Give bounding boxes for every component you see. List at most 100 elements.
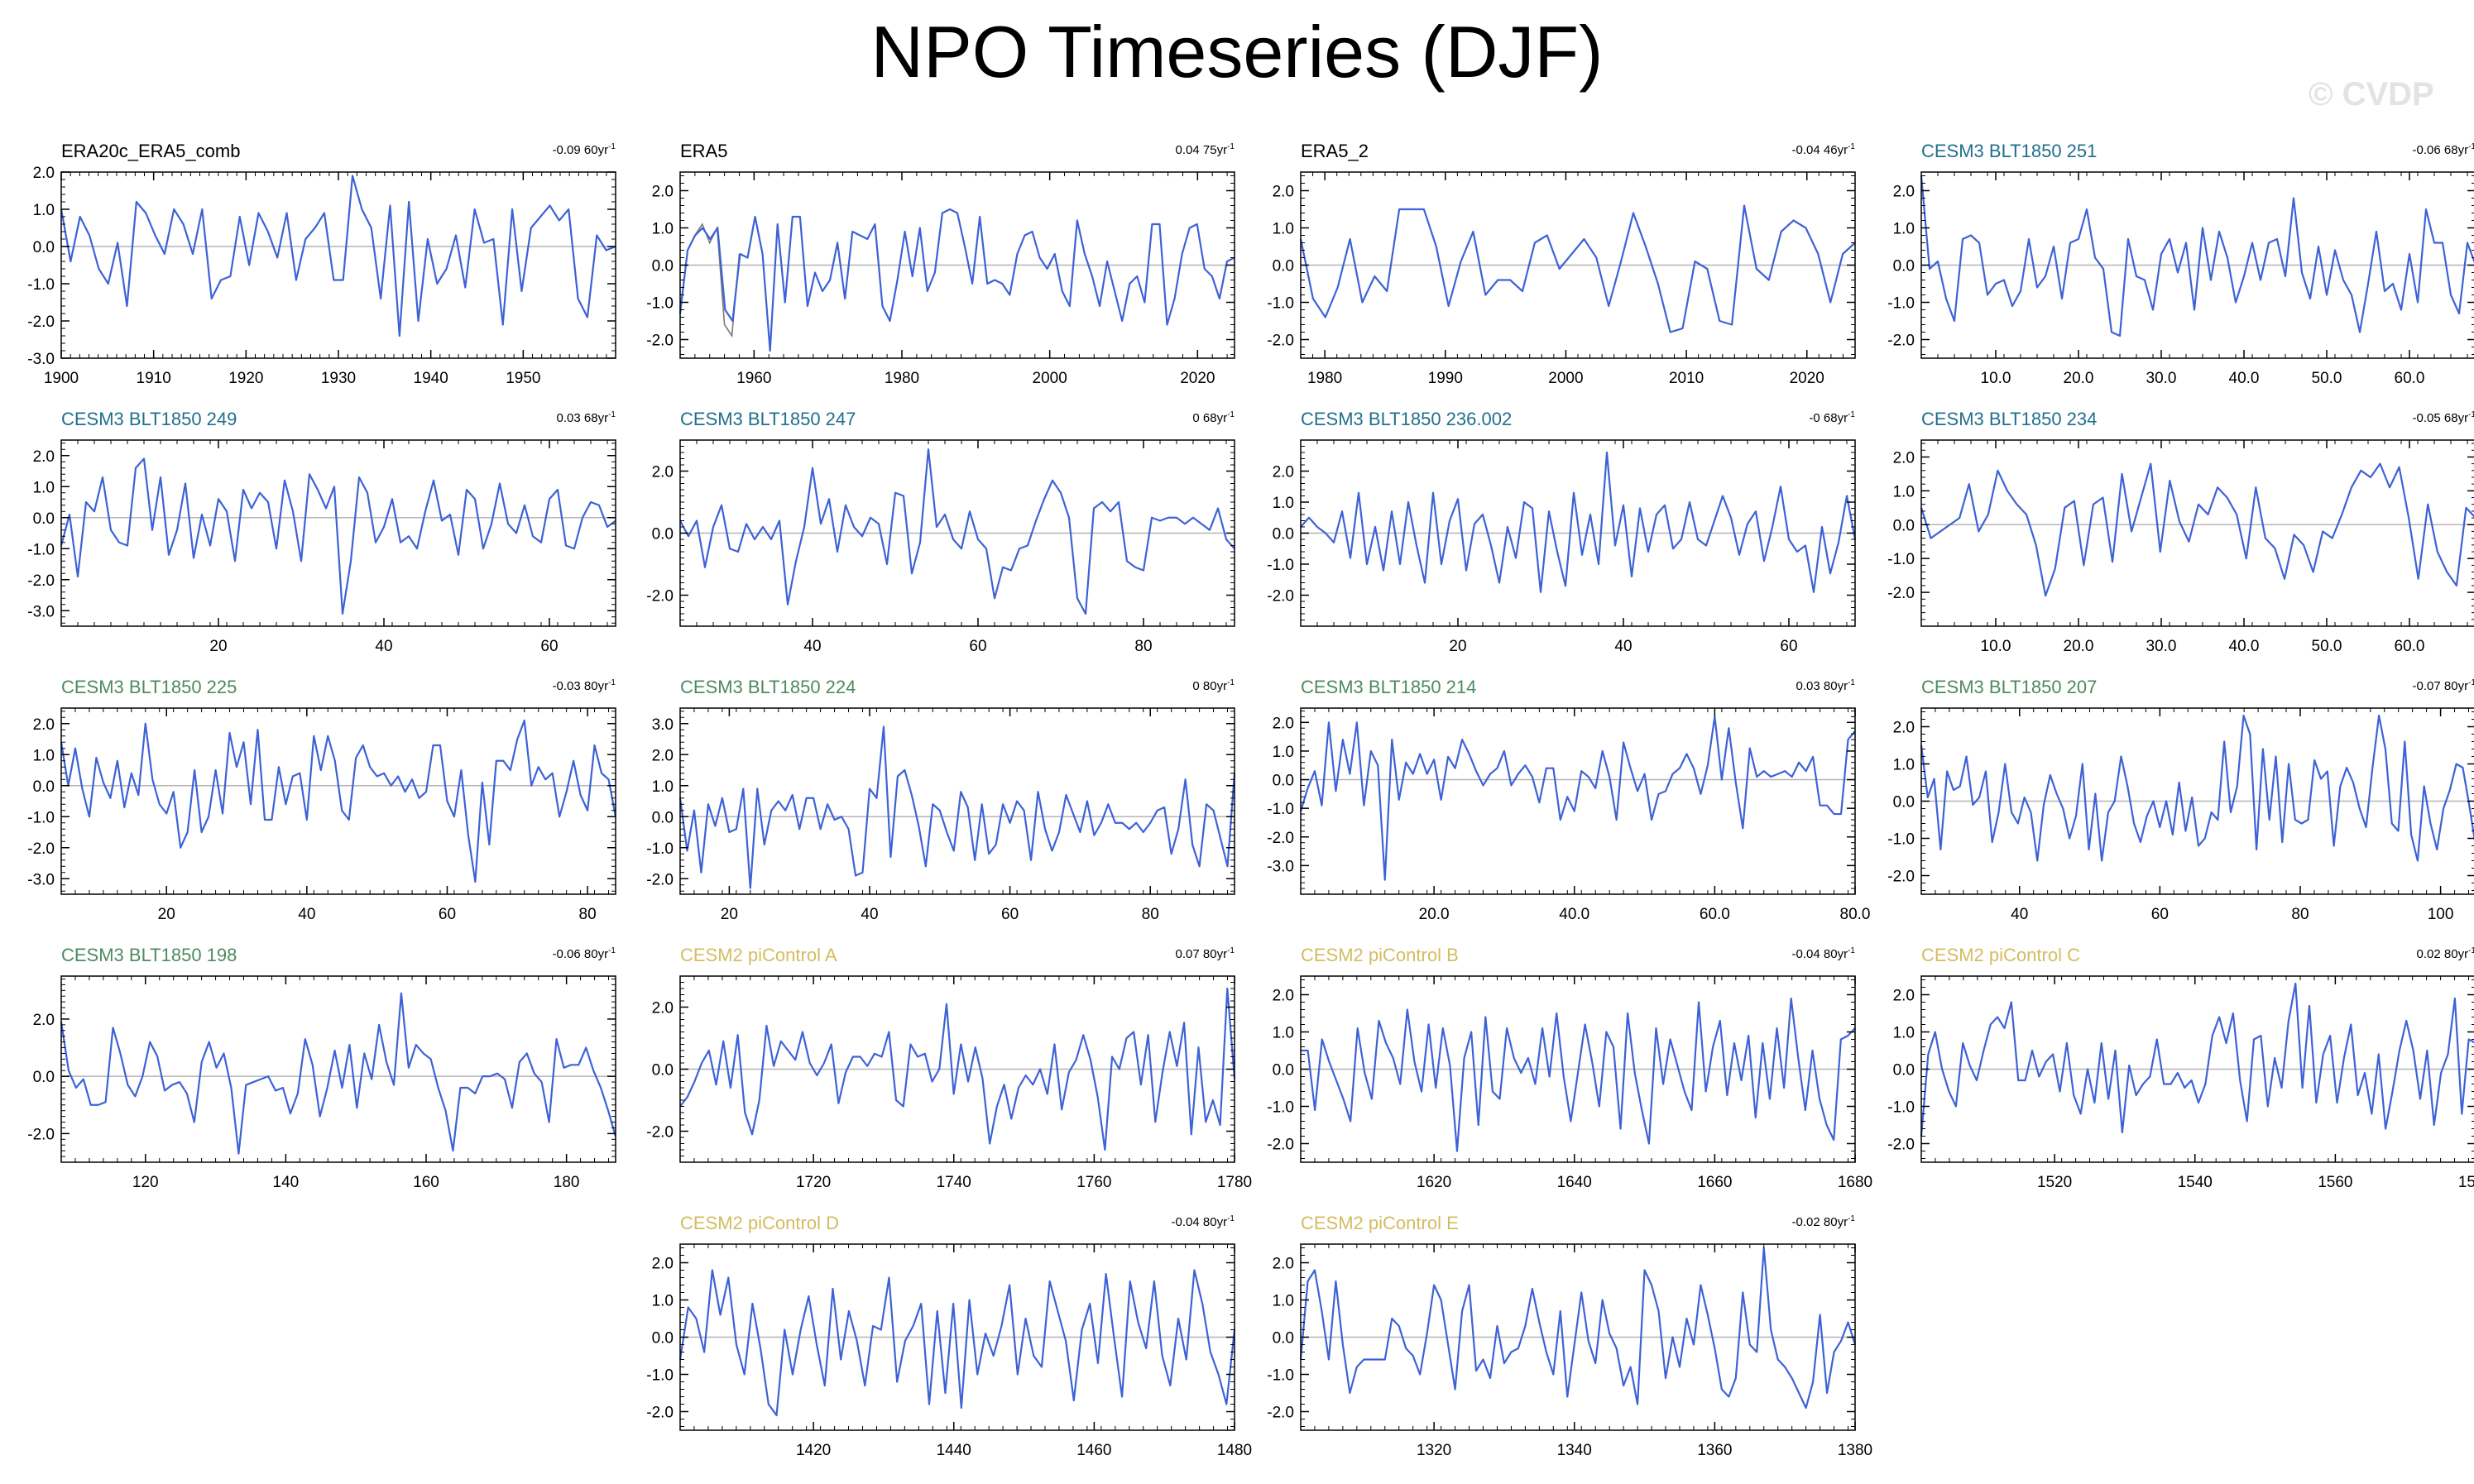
y-tick-label: 2.0 <box>652 464 674 481</box>
y-tick-label: -1.0 <box>1267 557 1294 574</box>
y-tick-label: -2.0 <box>646 1405 674 1422</box>
panel-trend-label: -0.06 68yr-1 <box>2412 142 2474 157</box>
timeseries-panel: CESM3 BLT1850 224 0 80yr-1 20 40 60 80 -2.0 -1.… <box>646 677 1289 925</box>
y-tick-label: 1.0 <box>1273 495 1294 512</box>
y-tick-label: -2.0 <box>1267 588 1294 606</box>
series-line <box>1300 451 1857 593</box>
panel-trend-label: 0.07 80yr-1 <box>1175 946 1235 961</box>
x-tick-label: 20.0 <box>1419 906 1450 923</box>
y-tick-label: 1.0 <box>33 479 55 496</box>
panel-plot: 120 140 160 180 -2.0 0.0 2.0 <box>27 975 617 1191</box>
panel-title: CESM3 BLT1850 224 <box>680 677 856 697</box>
timeseries-panel: CESM3 BLT1850 251 -0.06 68yr-1 10.0 20.0 30.… <box>1887 141 2474 389</box>
panel-title: CESM3 BLT1850 234 <box>1921 409 2098 429</box>
y-tick-label: 0.0 <box>1893 258 1915 275</box>
panel-title: CESM3 BLT1850 247 <box>680 409 856 429</box>
y-tick-label: 0.0 <box>1273 773 1294 790</box>
panel-trend-label: -0.09 60yr-1 <box>552 142 616 157</box>
panel-title: ERA5_2 <box>1301 141 1369 161</box>
panel-title: CESM3 BLT1850 214 <box>1301 677 1477 697</box>
y-tick-label: 0.0 <box>1273 1062 1294 1079</box>
y-tick-label: -1.0 <box>1887 551 1915 568</box>
timeseries-panel: CESM3 BLT1850 198 -0.06 80yr-1 120 140 160 18… <box>27 945 670 1193</box>
y-tick-label: -2.0 <box>646 1124 674 1142</box>
y-tick-label: -2.0 <box>1267 333 1294 350</box>
y-tick-label: -3.0 <box>1267 858 1294 875</box>
x-tick-label: 40.0 <box>2229 370 2260 387</box>
x-tick-label: 20.0 <box>2064 638 2094 655</box>
x-tick-label: 20.0 <box>2064 370 2094 387</box>
y-tick-label: 2.0 <box>652 747 674 764</box>
panel-plot: 20 40 60 -3.0 -2.0 -1.0 0.0 1.0 2.0 <box>27 439 616 655</box>
y-tick-label: -2.0 <box>646 588 674 606</box>
timeseries-panel: ERA20c_ERA5_comb -0.09 60yr-1 1900 1910 1920… <box>27 141 670 389</box>
y-tick-label: -2.0 <box>1267 1405 1294 1422</box>
panel-title: CESM3 BLT1850 251 <box>1921 141 2098 161</box>
y-tick-label: -2.0 <box>646 871 674 888</box>
series-line <box>678 208 1235 352</box>
x-tick-label: 1680 <box>1838 1174 1872 1191</box>
y-tick-label: -2.0 <box>1887 585 1915 602</box>
panel-trend-label: -0.06 80yr-1 <box>552 946 616 961</box>
x-tick-label: 1720 <box>796 1174 831 1191</box>
x-tick-label: 20 <box>721 906 738 923</box>
y-tick-label: -2.0 <box>1267 1137 1294 1154</box>
timeseries-panel: ERA5_2 -0.04 46yr-1 1980 1990 2000 2010 2020 -2… <box>1267 141 1910 389</box>
panel-trend-label: -0.07 80yr-1 <box>2412 678 2474 693</box>
y-tick-label: -2.0 <box>1887 869 1915 886</box>
x-tick-label: 40 <box>803 638 821 655</box>
x-tick-label: 30.0 <box>2146 370 2177 387</box>
y-tick-label: 2.0 <box>652 184 674 201</box>
y-tick-label: 0.0 <box>1893 794 1915 811</box>
page-title: NPO Timeseries (DJF) <box>870 11 1604 93</box>
panel-trend-label: 0.02 80yr-1 <box>2416 946 2474 961</box>
timeseries-panel: CESM2 piControl A 0.07 80yr-1 1720 1740 1760… <box>646 945 1289 1193</box>
panel-title: ERA20c_ERA5_comb <box>61 141 241 161</box>
y-tick-label: 2.0 <box>1273 715 1294 732</box>
timeseries-panel: CESM3 BLT1850 225 -0.03 80yr-1 20 40 60 80 -3.… <box>27 677 670 925</box>
y-tick-label: 2.0 <box>33 165 55 182</box>
panel-plot: 40 60 80 100 -2.0 -1.0 0.0 1.0 2.0 <box>1887 707 2474 923</box>
plot-frame <box>1300 707 1856 895</box>
series-line <box>1920 714 2474 862</box>
y-tick-label: 0.0 <box>1273 526 1294 543</box>
y-tick-label: 3.0 <box>652 716 674 734</box>
x-tick-label: 1980 <box>1307 370 1342 387</box>
series-line <box>60 719 617 883</box>
x-tick-label: 40 <box>1614 638 1632 655</box>
y-tick-label: 0.0 <box>652 1330 674 1348</box>
panel-title: CESM2 piControl A <box>680 945 837 965</box>
series-line <box>1920 462 2474 597</box>
x-tick-label: 40 <box>298 906 315 923</box>
x-tick-label: 2000 <box>1548 370 1583 387</box>
timeseries-panel: CESM3 BLT1850 249 0.03 68yr-1 20 40 60 -3.0 -2… <box>27 409 670 657</box>
x-tick-label: 60 <box>540 638 558 655</box>
y-tick-label: 1.0 <box>1273 221 1294 238</box>
series-line <box>60 457 616 615</box>
panel-title: CESM3 BLT1850 249 <box>61 409 237 429</box>
y-tick-label: 1.0 <box>1273 744 1294 761</box>
x-tick-label: 60.0 <box>2395 638 2425 655</box>
panel-trend-label: -0 68yr-1 <box>1809 410 1855 425</box>
x-tick-label: 1420 <box>796 1442 831 1459</box>
x-tick-label: 180 <box>554 1174 580 1191</box>
cvdp-watermark: © CVDP <box>2309 76 2434 112</box>
panel-trend-label: 0 80yr-1 <box>1192 678 1235 693</box>
y-tick-label: 0.0 <box>33 510 55 528</box>
x-tick-label: 2020 <box>1180 370 1215 387</box>
y-tick-label: 0.0 <box>1893 517 1915 534</box>
y-tick-label: 2.0 <box>1893 720 1915 737</box>
x-tick-label: 1380 <box>1838 1442 1872 1459</box>
y-tick-label: 2.0 <box>33 716 55 734</box>
x-tick-label: 20 <box>158 906 175 923</box>
plot-frame <box>679 707 1235 895</box>
x-tick-label: 60 <box>1001 906 1019 923</box>
y-tick-label: 2.0 <box>1893 449 1915 467</box>
timeseries-panel: CESM3 BLT1850 236.002 -0 68yr-1 20 40 60 -2.0… <box>1267 409 1910 657</box>
timeseries-panel: CESM3 BLT1850 214 0.03 80yr-1 20.0 40.0 60.0… <box>1267 677 1910 925</box>
x-tick-label: 1910 <box>137 370 171 387</box>
y-tick-label: -1.0 <box>1887 831 1915 849</box>
y-tick-label: -1.0 <box>27 809 55 826</box>
y-tick-label: 2.0 <box>652 1256 674 1273</box>
y-tick-label: -2.0 <box>646 333 674 350</box>
